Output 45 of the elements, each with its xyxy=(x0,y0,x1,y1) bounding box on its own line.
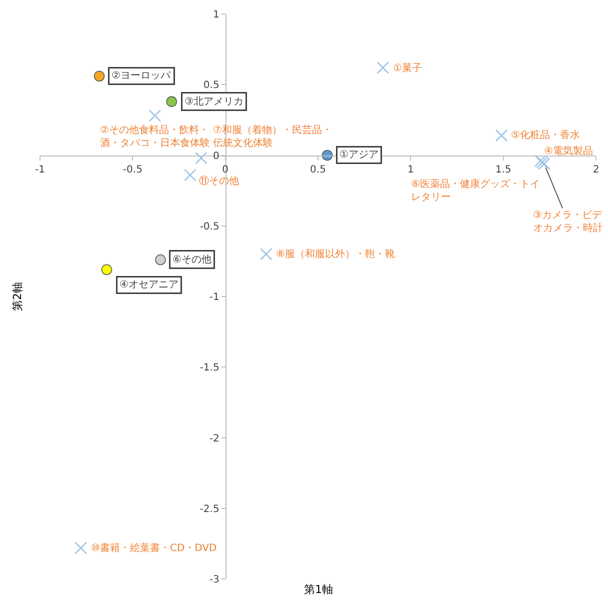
x-tick-label: -0.5 xyxy=(122,164,142,176)
y-axis-title: 第2軸 xyxy=(11,282,24,311)
series-label: ①アジア xyxy=(340,150,378,160)
point xyxy=(155,254,166,266)
annotation: ②その他食料品・飲料・酒・タバコ・日本食体験 xyxy=(100,124,210,149)
point xyxy=(195,152,208,164)
y-tick-label: -3 xyxy=(209,574,220,586)
y-tick-label: -1.5 xyxy=(200,362,220,374)
point xyxy=(260,248,272,260)
point xyxy=(495,129,508,142)
y-tick-label: -2 xyxy=(209,433,220,444)
x-tick-label: 1.5 xyxy=(495,164,512,176)
annotation: ⑤化粧品・香水 xyxy=(511,129,580,141)
y-tick-label: 0 xyxy=(212,150,220,162)
y-tick-label: -0.5 xyxy=(200,221,220,232)
series-label: ③北アメリカ xyxy=(184,96,244,108)
annotation: ⑩書籍・絵葉書・CD・DVD xyxy=(91,542,218,554)
annotation: ③カメラ・ビデオカメラ・時計 xyxy=(533,210,603,234)
x-axis-title: 第1軸 xyxy=(304,583,333,596)
x-tick-label: 1 xyxy=(407,164,414,176)
point xyxy=(74,542,87,554)
series-label: ⑥その他 xyxy=(172,254,212,266)
series-label: ④オセアニア xyxy=(120,280,178,290)
annotation: ⑧服（和服以外）・鞄・靴 xyxy=(276,248,395,260)
x-tick-label: 0 xyxy=(222,164,229,176)
series-label: ②ヨーロッパ xyxy=(112,70,172,82)
point xyxy=(166,96,177,107)
y-tick-label: -1 xyxy=(209,292,220,303)
point xyxy=(148,110,162,122)
y-tick-label: 1 xyxy=(212,10,220,20)
y-tick-label: -2.5 xyxy=(200,504,220,515)
point xyxy=(322,150,333,161)
annotation: ①菓子 xyxy=(393,62,422,74)
point xyxy=(376,62,390,74)
point xyxy=(94,70,105,82)
annotation: ⑪その他 xyxy=(199,175,239,187)
y-tick-label: 0.5 xyxy=(203,80,220,92)
annotation: ⑥医薬品・健康グッズ・トイレタリー xyxy=(411,178,540,203)
annotation: ⑦和服（着物）・民芸品・伝統文化体験 xyxy=(213,124,332,149)
point xyxy=(101,264,112,276)
x-tick-label: -1 xyxy=(35,164,45,176)
x-tick-label: 0.5 xyxy=(310,164,326,176)
annotation: ④電気製品 xyxy=(544,145,593,157)
x-tick-label: 2 xyxy=(592,164,600,176)
point xyxy=(184,168,196,182)
